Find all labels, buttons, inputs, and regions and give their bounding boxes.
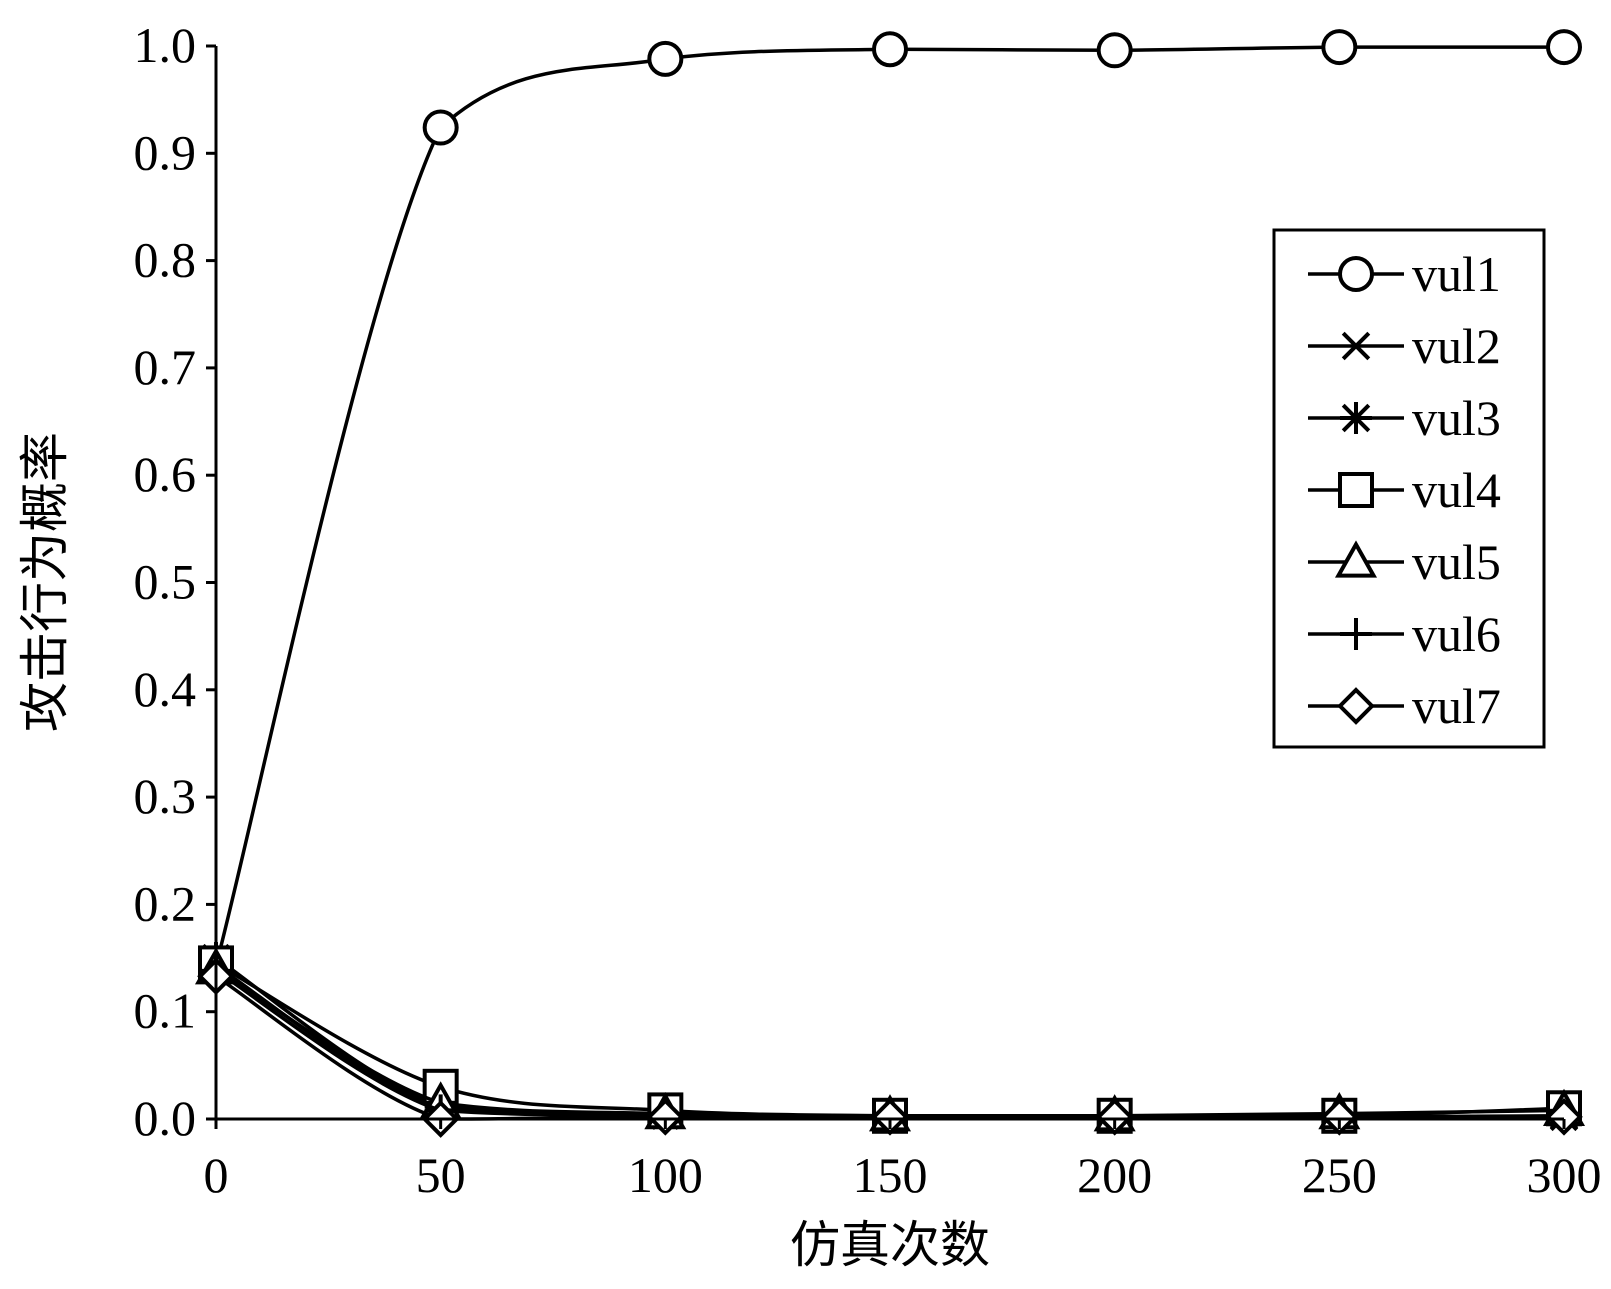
data-point-vul7	[1095, 1098, 1134, 1136]
series-line-vul1	[214, 45, 1564, 967]
data-point-vul7	[646, 1098, 685, 1136]
legend-label: vul3	[1412, 390, 1501, 446]
data-point-vul1	[1321, 29, 1358, 66]
legend-label: vul2	[1412, 318, 1501, 374]
x-tick-label: 100	[628, 1147, 703, 1203]
y-tick-label: 0.9	[134, 124, 197, 180]
series-vul7	[197, 957, 1583, 1138]
legend-marker	[1341, 331, 1371, 361]
legend-label: vul5	[1412, 534, 1501, 590]
data-point-vul1	[1096, 32, 1133, 69]
data-point-vul1	[647, 40, 684, 77]
legend-item-vul1: vul1	[1308, 246, 1501, 302]
data-point-vul1	[1546, 29, 1582, 66]
legend-item-vul3: vul3	[1308, 390, 1501, 446]
legend-marker	[1338, 472, 1374, 508]
legend-item-vul5: vul5	[1308, 534, 1501, 590]
x-tick-label: 0	[204, 1147, 229, 1203]
legend-label: vul6	[1412, 606, 1501, 662]
x-tick-label: 200	[1077, 1147, 1152, 1203]
legend-marker	[1340, 618, 1372, 650]
series-line-vul5	[215, 967, 1565, 1118]
legend-marker	[1337, 687, 1375, 725]
y-tick-label: 0.3	[134, 768, 197, 824]
axis-ticks: 0.0 0.1 0.2 0.3 0.4 0.5 0.6 0.7 0.8 0.9 1.0 0 50 100 1…	[134, 17, 1602, 1203]
y-tick-label: 0.4	[134, 661, 197, 717]
legend-item-vul7: vul7	[1308, 678, 1501, 734]
data-point-vul7	[1320, 1098, 1359, 1136]
legend-marker	[1338, 256, 1374, 292]
x-axis-title: 仿真次数	[790, 1216, 990, 1274]
legend-label: vul4	[1412, 462, 1501, 518]
y-tick-label: 1.0	[134, 17, 197, 73]
y-tick-label: 0.6	[134, 446, 197, 502]
legend-marker	[1340, 402, 1372, 434]
data-point-vul7	[1545, 1098, 1583, 1136]
x-tick-label: 150	[853, 1147, 928, 1203]
legend-marker	[1334, 540, 1378, 578]
legend-item-vul6: vul6	[1308, 606, 1501, 662]
x-tick-label: 250	[1302, 1147, 1377, 1203]
legend: vul1 vul2 vul3 vul4 vul5 vul6 vul7	[1272, 228, 1546, 749]
series-vul1	[198, 29, 1582, 984]
legend-label: vul7	[1412, 678, 1501, 734]
data-point-vul1	[872, 31, 908, 68]
legend-item-vul4: vul4	[1308, 462, 1501, 518]
legend-label: vul1	[1412, 246, 1501, 302]
y-tick-label: 0.1	[134, 983, 197, 1039]
y-tick-label: 0.5	[134, 554, 197, 610]
y-axis-title: 攻击行为概率	[16, 432, 74, 732]
x-tick-label: 50	[416, 1147, 466, 1203]
y-tick-label: 0.7	[134, 339, 197, 395]
x-tick-label: 300	[1527, 1147, 1602, 1203]
data-point-vul7	[871, 1098, 909, 1136]
legend-item-vul2: vul2	[1308, 318, 1501, 374]
y-tick-label: 0.8	[134, 232, 197, 288]
y-tick-label: 0.0	[134, 1090, 197, 1146]
data-point-vul1	[422, 109, 459, 146]
y-tick-label: 0.2	[134, 875, 197, 931]
